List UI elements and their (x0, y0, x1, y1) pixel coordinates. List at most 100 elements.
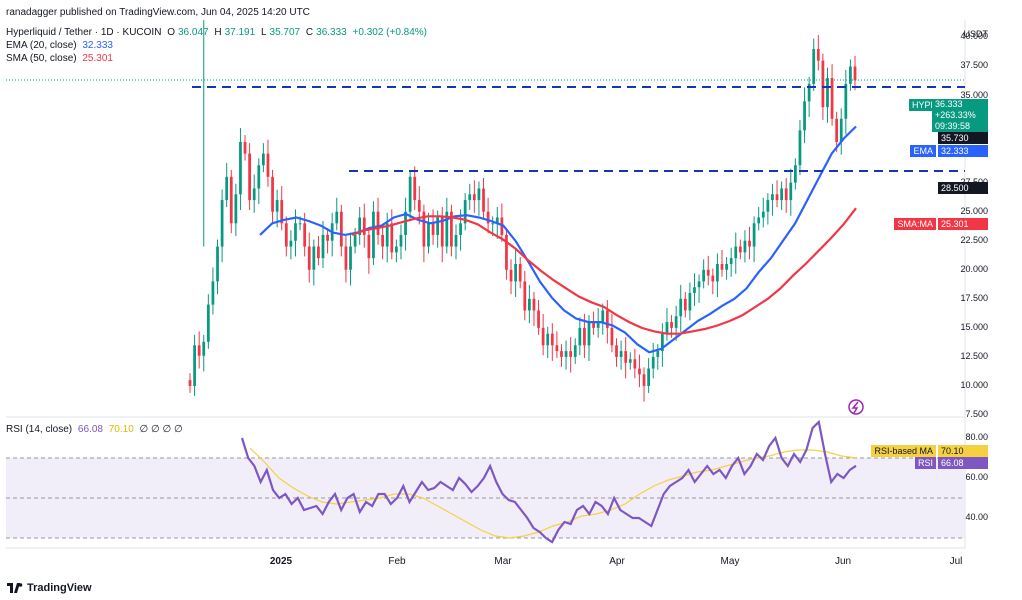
candle-body (656, 351, 660, 357)
candle-body (312, 246, 316, 270)
candle-body (849, 66, 852, 84)
sma-tag: SMA:MA (894, 218, 936, 230)
candle-body (716, 263, 719, 282)
candle-body (670, 322, 673, 328)
candle-body (596, 322, 600, 328)
candle-body (294, 223, 297, 241)
candle-body (642, 374, 646, 386)
candle-body (583, 327, 586, 346)
last-price-value: 36.333 (935, 99, 963, 109)
candle-body (427, 223, 430, 247)
candle-body (257, 165, 261, 189)
event-flag-icon (848, 399, 864, 415)
candle-body (661, 333, 664, 352)
candle-body (734, 246, 738, 259)
price-tick-label: 17.500 (960, 292, 988, 303)
candle-body (509, 269, 513, 282)
candle-body (376, 211, 380, 235)
candle-body (757, 217, 761, 224)
price-tick-label: 10.000 (960, 379, 988, 390)
candle-body (775, 194, 779, 201)
candle-body (486, 211, 490, 224)
candle-body (220, 200, 224, 247)
candle-body (835, 118, 839, 142)
candle-body (321, 234, 325, 259)
candle-body (298, 223, 302, 225)
candle-body (844, 83, 848, 119)
countdown-value: 09:39:58 (935, 121, 971, 131)
candle-body (239, 141, 242, 195)
level-low-tag: 28.500 (938, 182, 988, 194)
rsi-tag: RSI (914, 457, 936, 469)
tradingview-brand[interactable]: TradingView (7, 582, 92, 594)
ema-value: 32.333 (82, 40, 113, 51)
candle-body (711, 275, 715, 282)
candle-body (560, 351, 563, 357)
ema-tag-value: 32.333 (938, 145, 988, 157)
candle-body (252, 188, 256, 201)
candle-body (495, 217, 499, 224)
candle-body (358, 217, 362, 235)
candle-body (748, 240, 751, 247)
rsi-null-values: ∅ ∅ ∅ ∅ (139, 424, 183, 435)
time-tick-label: Mar (494, 556, 512, 567)
rsi-tick-label: 80.00 (965, 432, 988, 442)
rsi-legend[interactable]: RSI (14, close) 66.08 70.10 ∅ ∅ ∅ ∅ (6, 424, 186, 435)
candle-body (459, 223, 462, 235)
candle-body (229, 176, 233, 224)
candle-body (431, 223, 435, 235)
candle-body (262, 153, 265, 166)
sma-legend[interactable]: SMA (50, close) 25.301 (6, 53, 116, 64)
candle-body (344, 246, 348, 270)
candle-body (679, 298, 683, 317)
high-value: 37.191 (224, 27, 256, 38)
candle-body (752, 223, 756, 247)
candle-body (587, 322, 591, 346)
candle-body (202, 341, 206, 356)
candle-body (197, 345, 201, 356)
candle-body (839, 118, 843, 142)
currency-label[interactable]: USDT (963, 29, 989, 39)
candle-body (780, 188, 783, 201)
candle-body (794, 165, 797, 183)
candle-body (537, 310, 540, 328)
candle-body (638, 368, 641, 375)
close-label: C (305, 27, 314, 38)
candle-body (317, 246, 320, 259)
time-tick-label: 2025 (269, 556, 293, 567)
time-tick-label: Jul (949, 556, 963, 567)
candle-body (693, 287, 696, 294)
candle-body (628, 359, 632, 363)
candle-body (353, 234, 357, 247)
price-tick-label: 40.000 (960, 31, 988, 42)
price-tick-label: 15.000 (960, 321, 988, 332)
rsi-line (240, 419, 857, 544)
sma-label: SMA (50, close) (6, 53, 77, 64)
ema-legend[interactable]: EMA (20, close) 32.333 (6, 40, 116, 51)
sma-value: 25.301 (82, 53, 113, 64)
candle-body (564, 351, 568, 357)
candle-body (619, 351, 623, 357)
candle-body (807, 83, 811, 102)
time-tick-label: May (720, 556, 740, 567)
lightning-icon (851, 401, 859, 414)
candle-body (280, 200, 284, 224)
symbol-legend[interactable]: Hyperliquid / Tether · 1D · KUCOIN O 36.0… (6, 27, 430, 38)
candle-body (454, 234, 458, 247)
candle-body (738, 246, 742, 253)
time-tick-label: Apr (609, 556, 625, 567)
candle-body (206, 304, 210, 342)
candle-body (615, 345, 618, 357)
candle-body (275, 200, 279, 212)
candle-body (440, 217, 444, 247)
candle-body (505, 234, 508, 270)
candle-body (243, 141, 247, 154)
candle-body (605, 310, 609, 328)
candle-body (450, 211, 453, 247)
candle-body (578, 327, 582, 346)
candle-body (289, 240, 293, 247)
candle-body (463, 200, 467, 224)
candle-body (550, 333, 554, 346)
rsi-tick-label: 60.00 (965, 472, 988, 482)
candle-body (211, 281, 215, 305)
